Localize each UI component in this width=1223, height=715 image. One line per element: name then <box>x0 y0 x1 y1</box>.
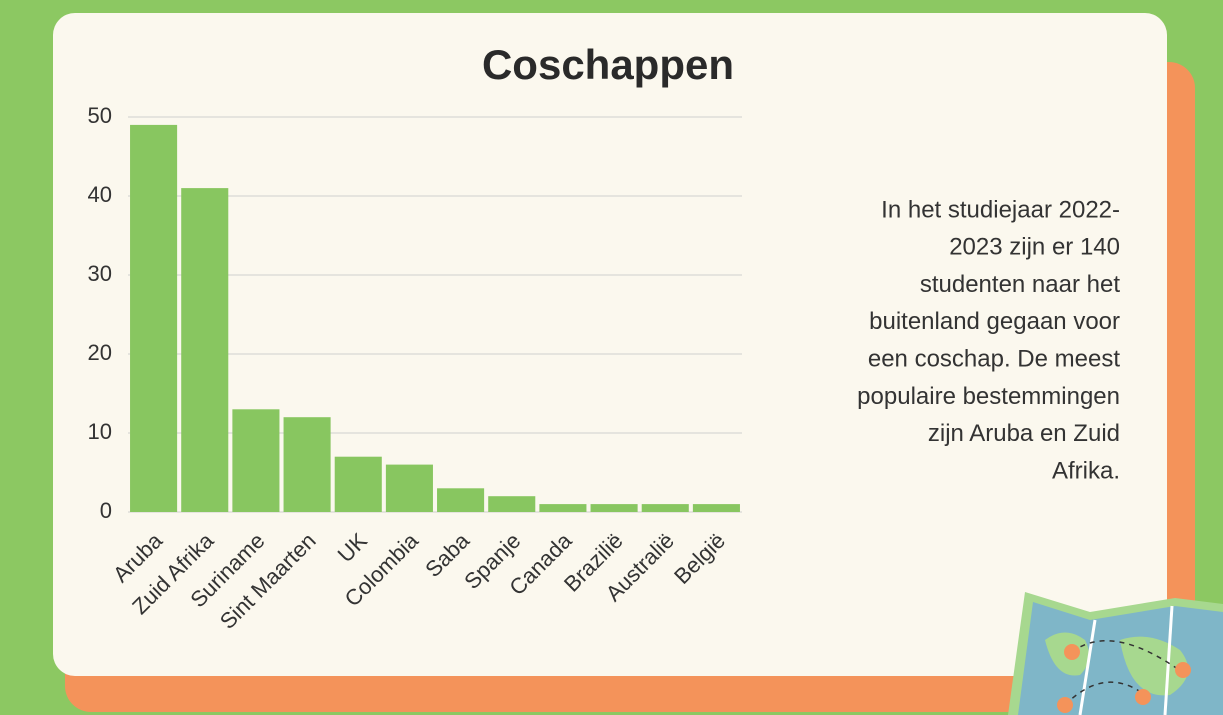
annotation-line: buitenland gegaan voor <box>869 308 1120 335</box>
bar <box>283 417 331 512</box>
annotation-line: Afrika. <box>1052 457 1120 484</box>
annotation-line: een coschap. De meest <box>868 346 1120 373</box>
bar <box>539 504 587 512</box>
bar <box>590 504 638 512</box>
bar <box>641 504 689 512</box>
annotation-line: In het studiejaar 2022- <box>881 196 1120 223</box>
chart-title: Coschappen <box>482 41 734 88</box>
y-tick-label: 50 <box>88 103 112 128</box>
annotation-line: 2023 zijn er 140 <box>949 234 1120 261</box>
map-illustration <box>1008 592 1223 715</box>
y-tick-label: 20 <box>88 340 112 365</box>
y-tick-label: 40 <box>88 182 112 207</box>
bar <box>692 504 740 512</box>
bar <box>488 496 536 512</box>
bar <box>334 456 382 512</box>
bar <box>181 188 229 512</box>
bar <box>385 464 433 512</box>
cream-card <box>53 13 1167 676</box>
annotation-line: populaire bestemmingen <box>857 383 1120 410</box>
bar <box>130 124 178 513</box>
y-tick-label: 30 <box>88 261 112 286</box>
bar <box>232 409 280 512</box>
y-tick-label: 10 <box>88 419 112 444</box>
annotation-line: studenten naar het <box>920 271 1120 298</box>
y-tick-label: 0 <box>100 498 112 523</box>
annotation-line: zijn Aruba en Zuid <box>928 420 1120 447</box>
bar <box>437 488 485 512</box>
